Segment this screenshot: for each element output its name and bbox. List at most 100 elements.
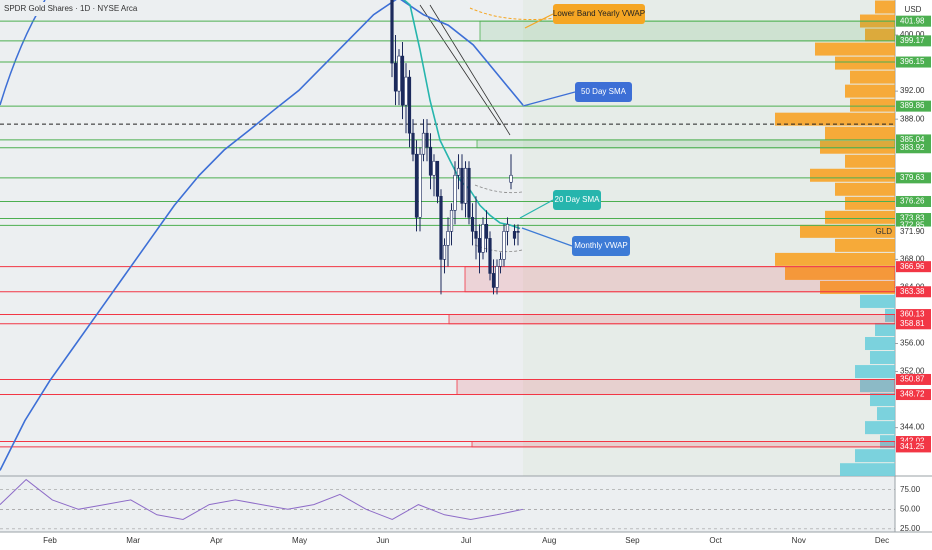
- candle-body: [407, 76, 412, 134]
- level-label-bg: [896, 309, 931, 321]
- zone: [456, 379, 895, 395]
- callout-box: [575, 82, 632, 102]
- candle-body: [477, 238, 482, 253]
- volume-profile-bar: [850, 70, 895, 84]
- volume-profile-bar: [825, 210, 895, 224]
- level-label: 396.15: [900, 57, 925, 66]
- zone: [471, 441, 895, 448]
- level-label: 376.26: [900, 197, 925, 206]
- x-tick-label: Jun: [376, 536, 389, 545]
- level-label: 363.38: [900, 287, 925, 296]
- candle-body: [421, 132, 426, 155]
- volume-profile-bar: [815, 42, 895, 56]
- currency[interactable]: USD: [905, 5, 922, 14]
- volume-profile-bar: [775, 112, 895, 126]
- level-label: 341.25: [900, 442, 925, 451]
- yearly-vwap: [469, 7, 601, 20]
- y-tick-label: 392.00: [900, 86, 925, 95]
- callout-box: [553, 4, 645, 24]
- candle-body: [393, 62, 398, 92]
- candle-body: [484, 224, 489, 239]
- candle-body: [446, 231, 450, 246]
- x-tick-label: Nov: [792, 536, 806, 545]
- y-tick-label: 368.00: [900, 254, 925, 263]
- callout-pointer: [521, 227, 573, 247]
- x-tick-label: Jul: [461, 536, 471, 545]
- sma-line: [402, 0, 521, 230]
- level-label-bg: [896, 35, 931, 47]
- level-label: 348.72: [900, 390, 925, 399]
- level-label-bg: [896, 286, 931, 298]
- candle-body: [505, 224, 510, 232]
- level-label-bg: [896, 261, 931, 273]
- volume-profile-bar: [865, 421, 895, 435]
- level-label: 389.86: [900, 101, 925, 110]
- candle-body: [449, 210, 454, 232]
- candle-body: [400, 55, 405, 106]
- level-label-bg: [896, 172, 931, 184]
- sma-line: [0, 0, 524, 471]
- volume-profile-bar: [820, 140, 895, 154]
- x-tick-label: Feb: [43, 536, 57, 545]
- candle-body: [404, 76, 408, 106]
- rsi-tick-label: 25.00: [900, 524, 921, 533]
- level-label-bg: [896, 195, 931, 207]
- symbol-label: GLD: [876, 227, 893, 236]
- candle-body: [488, 238, 492, 274]
- zone: [479, 20, 895, 42]
- candle-body: [453, 174, 457, 211]
- candle-body: [516, 231, 520, 233]
- x-tick-label: Mar: [126, 536, 140, 545]
- y-tick-label: 400.00: [900, 30, 925, 39]
- volume-profile-bar: [785, 266, 895, 280]
- candle-body: [512, 231, 517, 239]
- level-label-bg: [896, 441, 931, 453]
- volume-profile-bar: [865, 28, 895, 42]
- candle-body: [411, 132, 415, 155]
- level-label-bg: [896, 142, 931, 154]
- volume-profile-bar: [820, 280, 895, 294]
- candle-body: [491, 273, 496, 288]
- chart-title: SPDR Gold Shares · 1D · NYSE Arca: [4, 4, 138, 13]
- volume-profile-bar: [855, 365, 895, 379]
- volume-profile-bar: [885, 308, 895, 322]
- level-label: 350.87: [900, 375, 925, 384]
- candle-body: [428, 146, 433, 176]
- zone: [464, 266, 895, 293]
- callout-text: Monthly VWAP: [574, 241, 628, 250]
- callout-box: [572, 236, 630, 256]
- level-label-bg: [896, 100, 931, 112]
- level-label: 401.98: [900, 16, 925, 25]
- volume-profile-bar: [870, 351, 895, 365]
- x-tick-label: May: [292, 536, 307, 545]
- candle-body: [439, 195, 443, 260]
- x-tick-label: Dec: [875, 536, 889, 545]
- level-label: 372.85: [900, 220, 925, 229]
- candle-body: [509, 174, 513, 183]
- level-label-bg: [896, 213, 931, 225]
- trend-line: [419, 4, 501, 126]
- level-label-bg: [896, 134, 931, 146]
- callout-pointer: [524, 13, 554, 29]
- level-label-bg: [896, 56, 931, 68]
- candle-body: [425, 132, 429, 148]
- y-tick-label: 388.00: [900, 114, 925, 123]
- volume-profile-bar: [840, 463, 895, 476]
- callout-pointer: [522, 91, 576, 107]
- level-label-bg: [896, 219, 931, 231]
- candle-body: [498, 259, 503, 267]
- level-label: 366.96: [900, 262, 925, 271]
- candle-body: [495, 266, 499, 288]
- volume-profile-bar: [825, 126, 895, 140]
- y-tick-label: 344.00: [900, 423, 925, 432]
- candle-body: [467, 167, 471, 218]
- volume-profile-bar: [875, 0, 895, 14]
- last-price-bg: [896, 226, 931, 238]
- volume-profile-bar: [775, 252, 895, 266]
- volume-profile-bar: [875, 322, 895, 336]
- y-tick-label: 352.00: [900, 367, 925, 376]
- plot: [0, 0, 895, 476]
- callout-pointer: [519, 199, 554, 219]
- x-tick-label: Sep: [625, 536, 640, 545]
- level-label-bg: [896, 15, 931, 27]
